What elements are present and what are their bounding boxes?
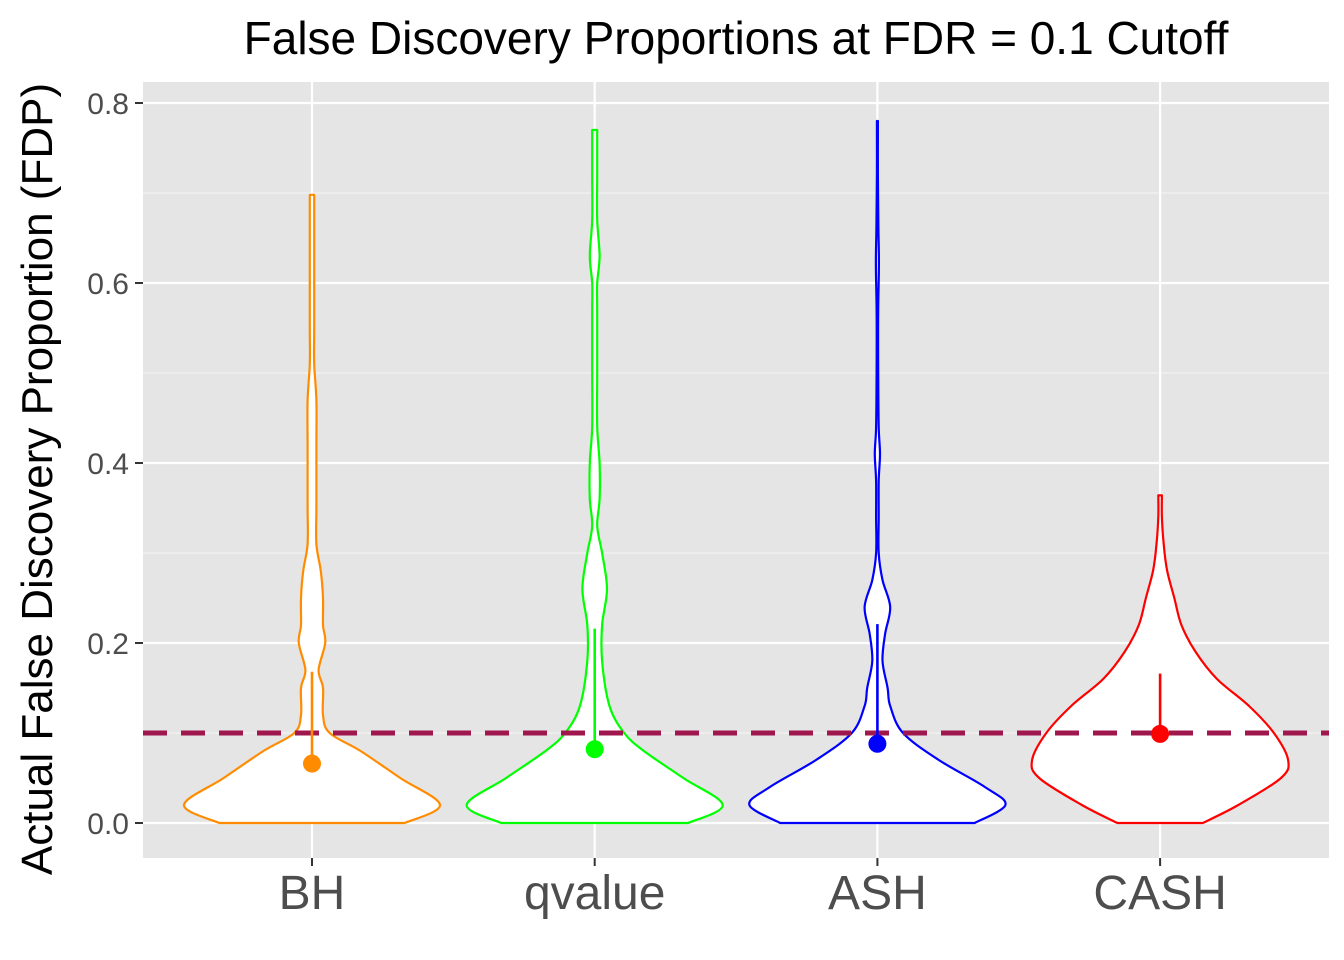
violin-bh xyxy=(182,193,442,825)
summary-marks xyxy=(303,624,1170,773)
y-tick-label: 0.4 xyxy=(87,448,129,481)
x-axis-ticks: BH qvalue ASH CASH xyxy=(279,858,1227,920)
violin-ash xyxy=(748,119,1007,825)
y-tick-label: 0.0 xyxy=(87,808,129,841)
y-axis-label: Actual False Discovery Proportion (FDP) xyxy=(13,83,62,875)
x-tick-label: qvalue xyxy=(524,867,665,920)
x-tick-label: CASH xyxy=(1093,867,1226,920)
mean-point-qvalue xyxy=(585,740,604,759)
mean-point-bh xyxy=(303,754,321,773)
y-axis-ticks: 0.0 0.2 0.4 0.6 0.8 xyxy=(87,88,143,841)
y-tick-label: 0.2 xyxy=(87,628,129,661)
violins xyxy=(182,119,1290,825)
x-tick-label: BH xyxy=(279,867,346,920)
x-tick-label: ASH xyxy=(828,867,927,920)
y-tick-label: 0.6 xyxy=(87,268,129,301)
violin-cash xyxy=(1030,494,1290,825)
mean-point-cash xyxy=(1151,724,1170,743)
chart-title: False Discovery Proportions at FDR = 0.1… xyxy=(244,12,1229,64)
violin-qvalue xyxy=(465,128,724,825)
y-tick-label: 0.8 xyxy=(87,88,129,121)
mean-point-ash xyxy=(868,734,887,753)
